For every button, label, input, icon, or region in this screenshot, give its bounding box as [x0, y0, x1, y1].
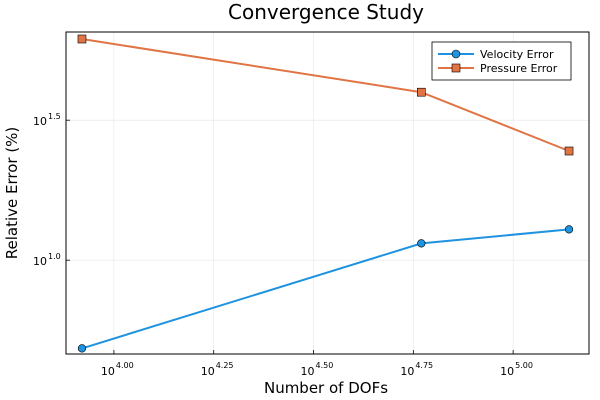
- x-tick-label-base: 10: [500, 365, 514, 378]
- x-axis-ticks: 10 4.00 10 4.25 10 4.50 10 4.75 10 5.00: [101, 350, 533, 378]
- legend-swatch-marker: [451, 63, 461, 73]
- series-layer: [77, 34, 574, 353]
- y-axis-ticks: 10 1.010 1.5: [33, 112, 70, 268]
- chart-title: Convergence Study: [228, 0, 424, 24]
- y-tick-label-base: 10: [33, 255, 47, 268]
- x-tick-label-exponent: 4.00: [116, 361, 134, 370]
- grid-lines: [66, 32, 589, 354]
- legend-swatch-marker: [451, 49, 461, 59]
- legend-label: Pressure Error: [480, 62, 558, 75]
- x-tick-label-exponent: 5.00: [515, 361, 533, 370]
- plot-frame: [65, 31, 590, 355]
- y-tick-label-base: 10: [33, 115, 47, 128]
- series-line-1: [81, 228, 570, 350]
- x-tick-label-exponent: 4.50: [316, 361, 334, 370]
- series-point-2: [77, 34, 87, 44]
- x-tick-label-base: 10: [101, 365, 115, 378]
- y-tick-label-exponent: 1.5: [48, 112, 61, 121]
- series-point-1: [564, 225, 574, 234]
- legend-box: [431, 41, 572, 81]
- x-tick-label-exponent: 4.25: [216, 361, 234, 370]
- x-axis-label: Number of DOFs: [264, 379, 388, 397]
- legend-label: Velocity Error: [480, 48, 554, 61]
- series-point-1: [417, 239, 426, 248]
- x-tick-label-base: 10: [400, 365, 414, 378]
- y-tick-label-exponent: 1.0: [48, 252, 61, 261]
- y-axis-label: Relative Error (%): [3, 127, 21, 260]
- series-point-2: [564, 146, 574, 156]
- x-tick-label-exponent: 4.75: [415, 361, 433, 370]
- x-tick-label-base: 10: [301, 365, 315, 378]
- x-tick-label-base: 10: [201, 365, 215, 378]
- series-point-2: [417, 87, 426, 97]
- series-point-1: [77, 344, 87, 353]
